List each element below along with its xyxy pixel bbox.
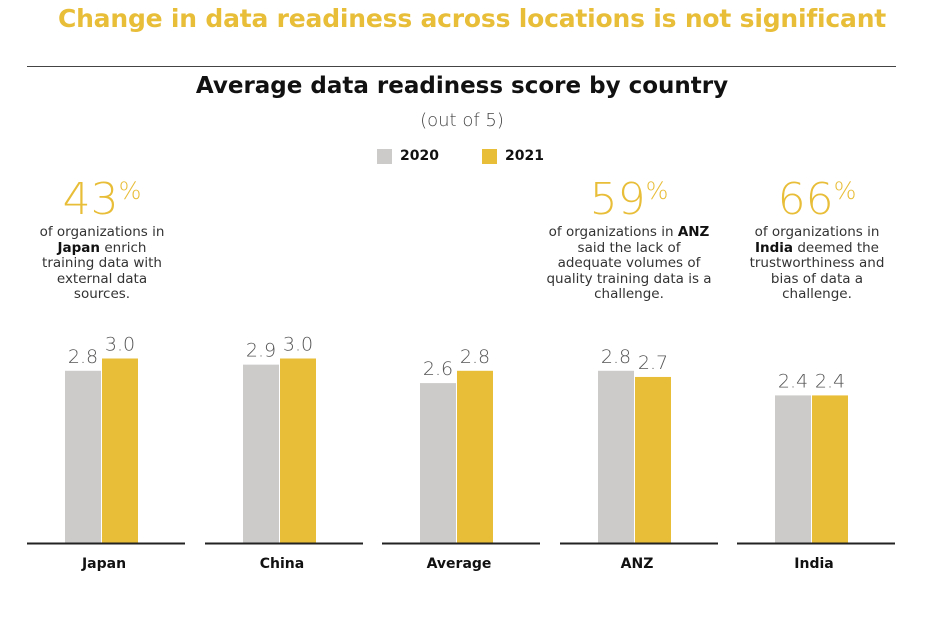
callout-anz-number: 59 — [589, 174, 646, 225]
legend-swatch-2020 — [377, 148, 392, 164]
callout-india-text-post: deemed the trustworthiness and bias of d… — [749, 239, 885, 302]
callout-india-stat: 66% — [745, 178, 889, 222]
callout-india-text-pre: of organizations in — [754, 224, 880, 240]
callout-japan-stat: 43% — [34, 178, 170, 222]
callout-japan-text-pre: of organizations in — [39, 224, 165, 240]
data-label-india-2020: 2.4 — [778, 370, 808, 392]
callout-japan-number: 43 — [62, 174, 119, 225]
headline: Change in data readiness across location… — [57, 4, 887, 33]
bar-average-2021 — [457, 370, 493, 543]
data-label-average-2020: 2.6 — [423, 358, 453, 380]
legend-item-2020: 2020 — [377, 146, 439, 166]
legend-label-2021: 2021 — [505, 148, 544, 164]
data-label-japan-2020: 2.8 — [68, 346, 98, 368]
data-label-india-2021: 2.4 — [815, 370, 845, 392]
category-label-average: Average — [427, 556, 492, 572]
data-label-japan-2021: 3.0 — [105, 334, 135, 356]
callout-anz-stat: 59% — [545, 178, 713, 222]
callout-anz-text-pre: of organizations in — [548, 224, 678, 240]
bar-anz-2020 — [598, 370, 634, 543]
callout-japan-bold: Japan — [57, 239, 101, 256]
callout-india-pct: % — [833, 177, 857, 205]
data-label-anz-2021: 2.7 — [638, 352, 668, 374]
data-label-china-2021: 3.0 — [283, 334, 313, 356]
category-label-india: India — [794, 556, 833, 572]
category-label-japan: Japan — [81, 556, 126, 572]
legend-label-2020: 2020 — [400, 148, 439, 164]
bar-japan-2020 — [65, 370, 101, 543]
category-label-anz: ANZ — [621, 556, 654, 572]
divider — [27, 66, 896, 67]
callout-anz: 59% of organizations in ANZ said the lac… — [545, 178, 713, 303]
bar-india-2021 — [812, 395, 848, 543]
data-label-anz-2020: 2.8 — [601, 346, 631, 368]
legend-swatch-2021 — [482, 148, 497, 164]
callout-anz-pct: % — [645, 177, 669, 205]
data-label-china-2020: 2.9 — [246, 340, 276, 362]
bar-china-2021 — [280, 358, 316, 543]
data-label-average-2021: 2.8 — [460, 346, 490, 368]
callout-japan: 43% of organizations in Japan enrich tra… — [34, 178, 170, 303]
chart-title: Average data readiness score by country — [195, 73, 729, 99]
callout-anz-text-post: said the lack of adequate volumes of qua… — [546, 239, 712, 302]
callout-india-number: 66 — [777, 174, 834, 225]
chart-subtitle: (out of 5) — [420, 110, 504, 131]
bar-average-2020 — [420, 383, 456, 543]
callout-anz-bold: ANZ — [677, 224, 710, 240]
callout-india-bold: India — [755, 239, 794, 256]
category-label-china: China — [260, 556, 304, 572]
callout-india: 66% of organizations in India deemed the… — [745, 178, 889, 303]
bar-japan-2021 — [102, 358, 138, 543]
legend: 2020 2021 — [0, 146, 944, 166]
callout-japan-pct: % — [118, 177, 142, 205]
legend-item-2021: 2021 — [482, 146, 544, 166]
bar-india-2020 — [775, 395, 811, 543]
bar-anz-2021 — [635, 376, 671, 543]
bar-china-2020 — [243, 364, 279, 543]
callout-japan-text-post: enrich training data with external data … — [42, 239, 162, 302]
